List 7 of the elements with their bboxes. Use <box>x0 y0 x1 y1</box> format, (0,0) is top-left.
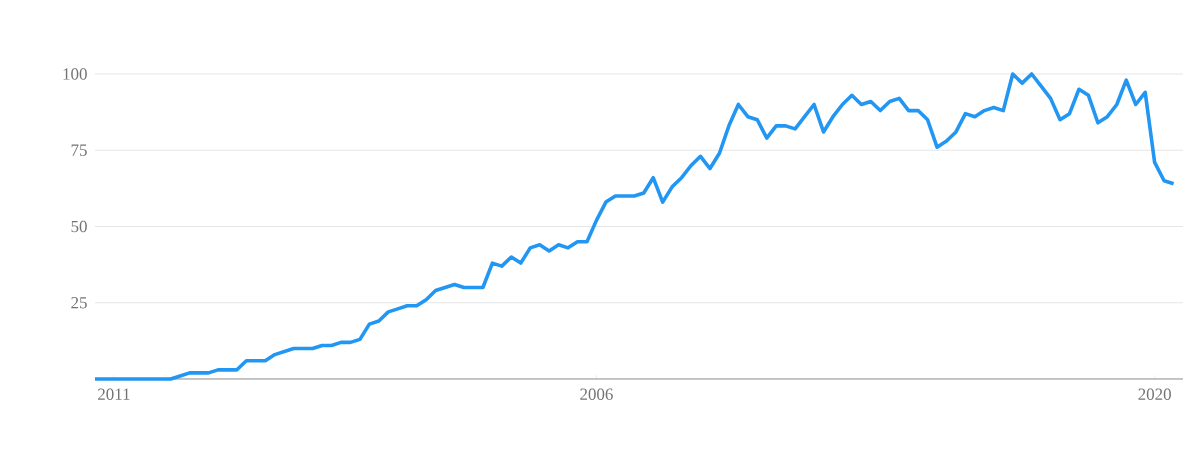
y-tick-label: 100 <box>63 68 87 80</box>
y-tick-label: 25 <box>71 297 87 309</box>
y-tick-label: 75 <box>71 144 87 156</box>
x-tick-label: 2011 <box>98 388 130 400</box>
x-tick-label: 2020 <box>1138 388 1171 400</box>
y-tick-label: 50 <box>71 220 87 233</box>
x-tick-label: 2006 <box>580 388 613 400</box>
